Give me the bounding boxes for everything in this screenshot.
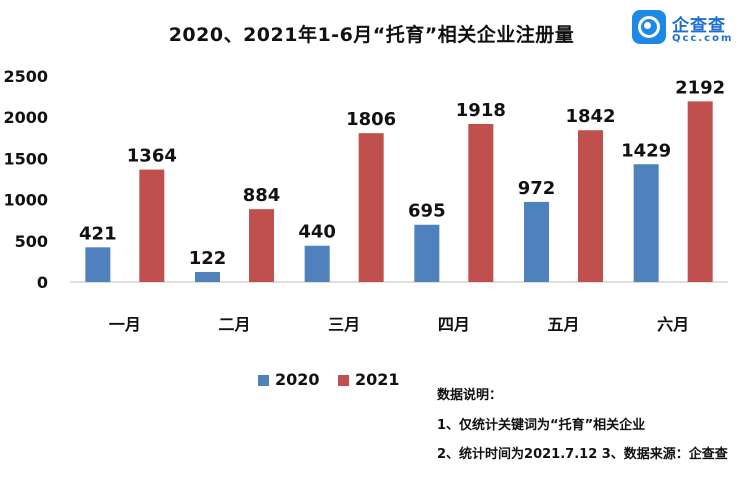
bar-2021-5	[578, 130, 603, 282]
data-label-2021-3: 1806	[346, 109, 396, 130]
logo-domain: Qcc.com	[672, 33, 734, 44]
bar-2021-1	[139, 169, 165, 282]
data-label-2021-1: 1364	[127, 146, 177, 167]
notes-line-1: 1、仅统计关键词为“托育”相关企业	[437, 418, 646, 433]
y-tick-label: 500	[15, 232, 48, 251]
data-label-2021-2: 884	[243, 185, 281, 206]
data-label-2021-6: 2192	[675, 77, 725, 98]
x-tick-label: 三月	[328, 315, 360, 334]
y-tick-label: 0	[37, 273, 48, 292]
data-label-2020-1: 421	[79, 223, 117, 244]
bar-2021-6	[687, 101, 713, 282]
bar-2020-2	[195, 271, 220, 282]
legend-swatch-2021	[338, 375, 349, 386]
x-tick-label: 六月	[657, 315, 689, 334]
data-label-2020-6: 1429	[621, 140, 671, 161]
bar-2021-4	[468, 123, 494, 282]
data-label-2020-2: 122	[189, 248, 227, 269]
brand-logo: 企查查 Qcc.com	[632, 10, 738, 48]
data-label-2020-5: 972	[518, 178, 556, 199]
x-tick-label: 五月	[547, 315, 579, 334]
legend-label-2021: 2021	[355, 370, 400, 389]
data-label-2021-4: 1918	[456, 100, 506, 121]
data-label-2020-4: 695	[408, 201, 446, 222]
legend-item-2020: 2020	[258, 370, 320, 389]
chart-title: 2020、2021年1-6月“托育”相关企业注册量	[168, 24, 575, 46]
bar-2020-3	[304, 245, 330, 282]
x-tick-label: 一月	[109, 315, 141, 334]
notes-heading: 数据说明：	[437, 388, 503, 403]
data-label-2020-3: 440	[298, 222, 336, 243]
bar-2020-5	[524, 201, 549, 282]
y-tick-label: 1500	[3, 149, 48, 168]
legend-item-2021: 2021	[338, 370, 400, 389]
bar-2020-4	[414, 224, 440, 282]
magnifier-icon	[632, 10, 666, 44]
bar-2021-3	[358, 133, 384, 282]
x-tick-label: 四月	[438, 315, 470, 334]
legend-label-2020: 2020	[275, 370, 320, 389]
y-tick-label: 1000	[3, 191, 48, 210]
bar-2020-6	[633, 164, 659, 282]
x-tick-label: 二月	[218, 315, 250, 334]
notes-line-2: 2、统计时间为2021.7.12 3、数据来源：企查查	[437, 447, 728, 462]
bar-2020-1	[85, 247, 111, 282]
y-tick-label: 2500	[3, 67, 48, 86]
legend-swatch-2020	[258, 375, 269, 386]
bar-2021-2	[249, 209, 274, 282]
y-tick-label: 2000	[3, 108, 48, 127]
logo-name: 企查查	[672, 16, 726, 36]
data-label-2021-5: 1842	[565, 106, 615, 127]
